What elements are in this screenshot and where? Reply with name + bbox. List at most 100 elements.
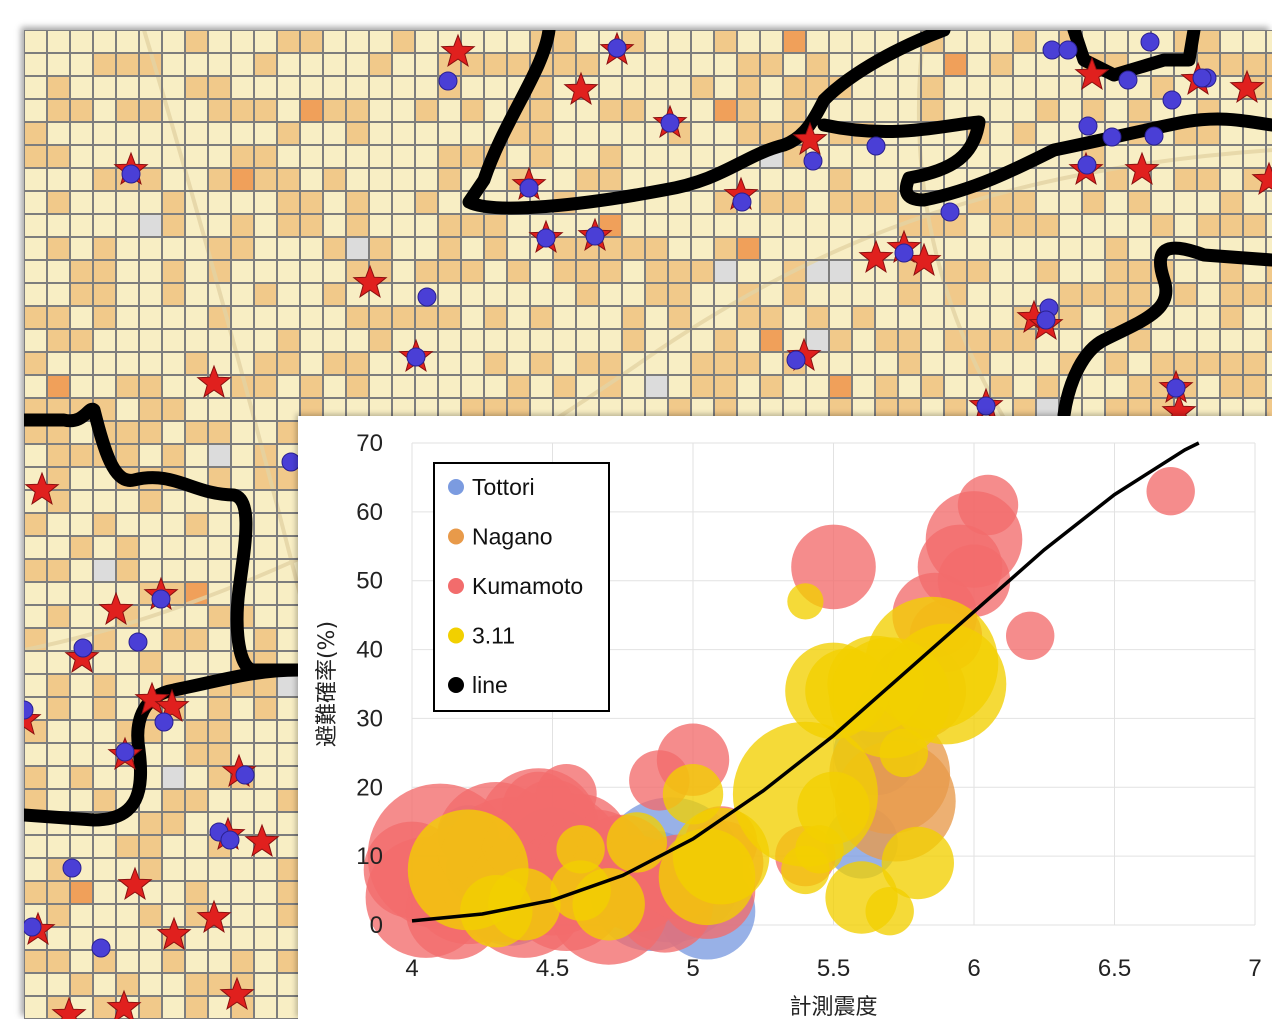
map-cell bbox=[944, 375, 967, 398]
map-cell bbox=[461, 260, 484, 283]
x-tick-label: 6 bbox=[967, 955, 980, 982]
bubble-kumamoto-18 bbox=[536, 764, 597, 825]
map-cell bbox=[70, 697, 93, 720]
map-cell bbox=[783, 99, 806, 122]
map-cell bbox=[231, 30, 254, 53]
map-cell bbox=[1128, 398, 1151, 421]
map-cell bbox=[93, 214, 116, 237]
map-cell bbox=[1174, 214, 1197, 237]
map-cell bbox=[277, 398, 300, 421]
map-cell bbox=[47, 421, 70, 444]
map-cell bbox=[47, 260, 70, 283]
map-cell bbox=[346, 191, 369, 214]
map-cell bbox=[116, 973, 139, 996]
map-cell bbox=[47, 168, 70, 191]
map-cell bbox=[300, 30, 323, 53]
map-cell bbox=[1266, 352, 1272, 375]
map-cell bbox=[438, 214, 461, 237]
map-cell bbox=[645, 237, 668, 260]
map-cell bbox=[139, 329, 162, 352]
map-cell bbox=[162, 766, 185, 789]
map-cell bbox=[691, 30, 714, 53]
map-cell bbox=[990, 191, 1013, 214]
map-cell bbox=[714, 329, 737, 352]
map-cell bbox=[898, 260, 921, 283]
map-cell bbox=[1174, 329, 1197, 352]
map-cell bbox=[277, 766, 300, 789]
map-cell bbox=[1243, 214, 1266, 237]
map-cell bbox=[70, 237, 93, 260]
map-cell bbox=[369, 122, 392, 145]
map-cell bbox=[645, 375, 668, 398]
map-cell bbox=[24, 375, 47, 398]
boundary-line-north bbox=[462, 30, 951, 215]
map-cell bbox=[208, 559, 231, 582]
bubble-3-11-6 bbox=[606, 812, 667, 873]
map-cell bbox=[645, 145, 668, 168]
map-cell bbox=[1174, 306, 1197, 329]
map-cell bbox=[139, 904, 162, 927]
map-cell bbox=[484, 30, 507, 53]
map-cell bbox=[116, 927, 139, 950]
map-cell bbox=[737, 375, 760, 398]
map-cell bbox=[24, 858, 47, 881]
map-cell bbox=[277, 720, 300, 743]
map-cell bbox=[760, 76, 783, 99]
map-cell bbox=[1036, 398, 1059, 421]
map-cell bbox=[507, 398, 530, 421]
map-cell bbox=[24, 191, 47, 214]
map-cell bbox=[346, 168, 369, 191]
map-cell bbox=[1220, 30, 1243, 53]
map-cell bbox=[93, 881, 116, 904]
map-cell bbox=[438, 122, 461, 145]
map-cell bbox=[254, 306, 277, 329]
star-marker bbox=[24, 701, 42, 735]
map-cell bbox=[254, 490, 277, 513]
map-cell bbox=[70, 605, 93, 628]
map-cell bbox=[668, 191, 691, 214]
star-marker bbox=[156, 916, 192, 950]
map-cell bbox=[1036, 237, 1059, 260]
map-cell bbox=[254, 812, 277, 835]
map-cell bbox=[990, 237, 1013, 260]
map-cell bbox=[139, 306, 162, 329]
dot-marker bbox=[894, 243, 914, 263]
bubble-3-11-21 bbox=[881, 826, 954, 900]
map-cell bbox=[93, 53, 116, 76]
map-cell bbox=[599, 260, 622, 283]
map-cell bbox=[254, 260, 277, 283]
map-cell bbox=[93, 582, 116, 605]
map-cell bbox=[576, 30, 599, 53]
star-marker bbox=[792, 121, 828, 155]
map-cell bbox=[714, 260, 737, 283]
map-cell bbox=[70, 145, 93, 168]
map-cell bbox=[369, 53, 392, 76]
dot-marker bbox=[976, 396, 996, 416]
map-cell bbox=[369, 99, 392, 122]
map-cell bbox=[1243, 306, 1266, 329]
map-cell bbox=[691, 76, 714, 99]
map-cell bbox=[944, 53, 967, 76]
map-cell bbox=[967, 237, 990, 260]
map-cell bbox=[1220, 214, 1243, 237]
y-tick-label: 40 bbox=[356, 637, 383, 664]
map-cell bbox=[967, 53, 990, 76]
map-cell bbox=[898, 329, 921, 352]
map-cell bbox=[898, 53, 921, 76]
map-cell bbox=[254, 283, 277, 306]
map-cell bbox=[1013, 99, 1036, 122]
map-cell bbox=[1105, 306, 1128, 329]
map-cell bbox=[231, 858, 254, 881]
map-cell bbox=[967, 214, 990, 237]
map-cell bbox=[185, 76, 208, 99]
map-cell bbox=[1059, 99, 1082, 122]
map-cell bbox=[231, 283, 254, 306]
map-cell bbox=[24, 30, 47, 53]
map-cell bbox=[162, 191, 185, 214]
map-cell bbox=[116, 306, 139, 329]
map-cell bbox=[875, 306, 898, 329]
map-cell bbox=[369, 237, 392, 260]
map-cell bbox=[415, 214, 438, 237]
map-cell bbox=[162, 352, 185, 375]
map-cell bbox=[783, 329, 806, 352]
